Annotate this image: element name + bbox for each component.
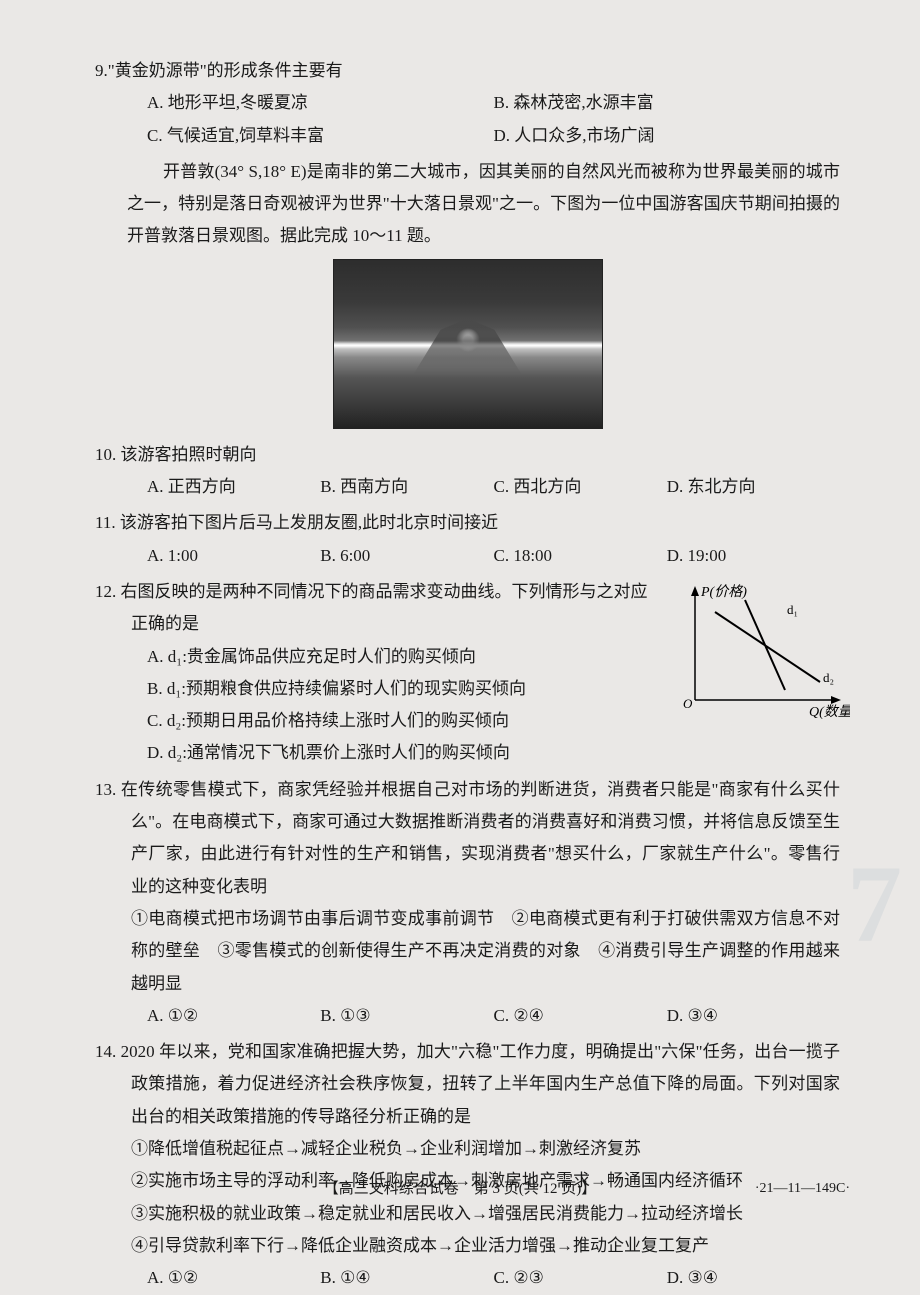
watermark: 7 xyxy=(847,800,902,1009)
q11-option-d: D. 19:00 xyxy=(667,540,840,572)
q9-option-c: C. 气候适宜,饲草料丰富 xyxy=(147,120,494,152)
x-axis-label: Q(数量) xyxy=(809,704,850,720)
q10-options: A. 正西方向 B. 西南方向 C. 西北方向 D. 东北方向 xyxy=(95,471,840,503)
q12-option-c: C. d₂:预期日用品价格持续上涨时人们的购买倾向 xyxy=(147,705,655,737)
question-13: 13. 在传统零售模式下，商家凭经验并根据自己对市场的判断进货，消费者只能是"商… xyxy=(95,774,840,1032)
q13-options: A. ①② B. ①③ C. ②④ D. ③④ xyxy=(95,1000,840,1032)
q13-option-d: D. ③④ xyxy=(667,1000,840,1032)
q9-stem: 9."黄金奶源带"的形成条件主要有 xyxy=(95,55,840,87)
q9-option-d: D. 人口众多,市场广阔 xyxy=(494,120,841,152)
q11-option-a: A. 1:00 xyxy=(147,540,320,572)
question-10: 10. 该游客拍照时朝向 A. 正西方向 B. 西南方向 C. 西北方向 D. … xyxy=(95,439,840,504)
y-axis-label: P(价格) xyxy=(700,584,747,600)
q11-option-b: B. 6:00 xyxy=(320,540,493,572)
q12-option-b: B. d₁:预期粮食供应持续偏紧时人们的现实购买倾向 xyxy=(147,673,655,705)
q14-stem: 14. 2020 年以来，党和国家准确把握大势，加大"六稳"工作力度，明确提出"… xyxy=(95,1036,840,1133)
q10-option-b: B. 西南方向 xyxy=(320,471,493,503)
q11-options: A. 1:00 B. 6:00 C. 18:00 D. 19:00 xyxy=(95,540,840,572)
sunset-image xyxy=(333,259,603,429)
q10-option-a: A. 正西方向 xyxy=(147,471,320,503)
q13-option-c: C. ②④ xyxy=(494,1000,667,1032)
q9-option-b: B. 森林茂密,水源丰富 xyxy=(494,87,841,119)
q12-stem: 12. 右图反映的是两种不同情况下的商品需求变动曲线。下列情形与之对应正确的是 xyxy=(95,576,655,641)
d2-label: d₂ xyxy=(823,670,834,685)
q11-stem: 11. 该游客拍下图片后马上发朋友圈,此时北京时间接近 xyxy=(95,507,840,539)
demand-curve-chart: P(价格) Q(数量) d₁ d₂ O xyxy=(675,582,850,722)
question-14: 14. 2020 年以来，党和国家准确把握大势，加大"六稳"工作力度，明确提出"… xyxy=(95,1036,840,1294)
question-12: 12. 右图反映的是两种不同情况下的商品需求变动曲线。下列情形与之对应正确的是 … xyxy=(95,576,840,770)
d1-label: d₁ xyxy=(787,602,798,617)
q9-options-row2: C. 气候适宜,饲草料丰富 D. 人口众多,市场广阔 xyxy=(95,120,840,152)
q14-stmt-1: ①降低增值税起征点→减轻企业税负→企业利润增加→刺激经济复苏 xyxy=(95,1133,840,1165)
q12-option-d: D. d₂:通常情况下飞机票价上涨时人们的购买倾向 xyxy=(147,737,840,769)
q10-option-d: D. 东北方向 xyxy=(667,471,840,503)
passage-10-11: 开普敦(34° S,18° E)是南非的第二大城市，因其美丽的自然风光而被称为世… xyxy=(95,156,840,253)
q10-option-c: C. 西北方向 xyxy=(494,471,667,503)
q14-option-a: A. ①② xyxy=(147,1262,320,1294)
q13-option-b: B. ①③ xyxy=(320,1000,493,1032)
q14-options: A. ①② B. ①④ C. ②③ D. ③④ xyxy=(95,1262,840,1294)
q9-options-row1: A. 地形平坦,冬暖夏凉 B. 森林茂密,水源丰富 xyxy=(95,87,840,119)
q9-option-a: A. 地形平坦,冬暖夏凉 xyxy=(147,87,494,119)
question-11: 11. 该游客拍下图片后马上发朋友圈,此时北京时间接近 A. 1:00 B. 6… xyxy=(95,507,840,572)
q14-option-b: B. ①④ xyxy=(320,1262,493,1294)
q13-statements: ①电商模式把市场调节由事后调节变成事前调节 ②电商模式更有利于打破供需双方信息不… xyxy=(95,903,840,1000)
q14-stmt-4: ④引导贷款利率下行→降低企业融资成本→企业活力增强→推动企业复工复产 xyxy=(95,1230,840,1262)
question-9: 9."黄金奶源带"的形成条件主要有 A. 地形平坦,冬暖夏凉 B. 森林茂密,水… xyxy=(95,55,840,152)
q12-option-a: A. d₁:贵金属饰品供应充足时人们的购买倾向 xyxy=(147,641,655,673)
q14-option-d: D. ③④ xyxy=(667,1262,840,1294)
q14-option-c: C. ②③ xyxy=(494,1262,667,1294)
footer-code: ·21—11—149C· xyxy=(755,1176,850,1203)
q10-stem: 10. 该游客拍照时朝向 xyxy=(95,439,840,471)
q11-option-c: C. 18:00 xyxy=(494,540,667,572)
q13-option-a: A. ①② xyxy=(147,1000,320,1032)
origin-label: O xyxy=(683,696,693,711)
q13-stem: 13. 在传统零售模式下，商家凭经验并根据自己对市场的判断进货，消费者只能是"商… xyxy=(95,774,840,903)
